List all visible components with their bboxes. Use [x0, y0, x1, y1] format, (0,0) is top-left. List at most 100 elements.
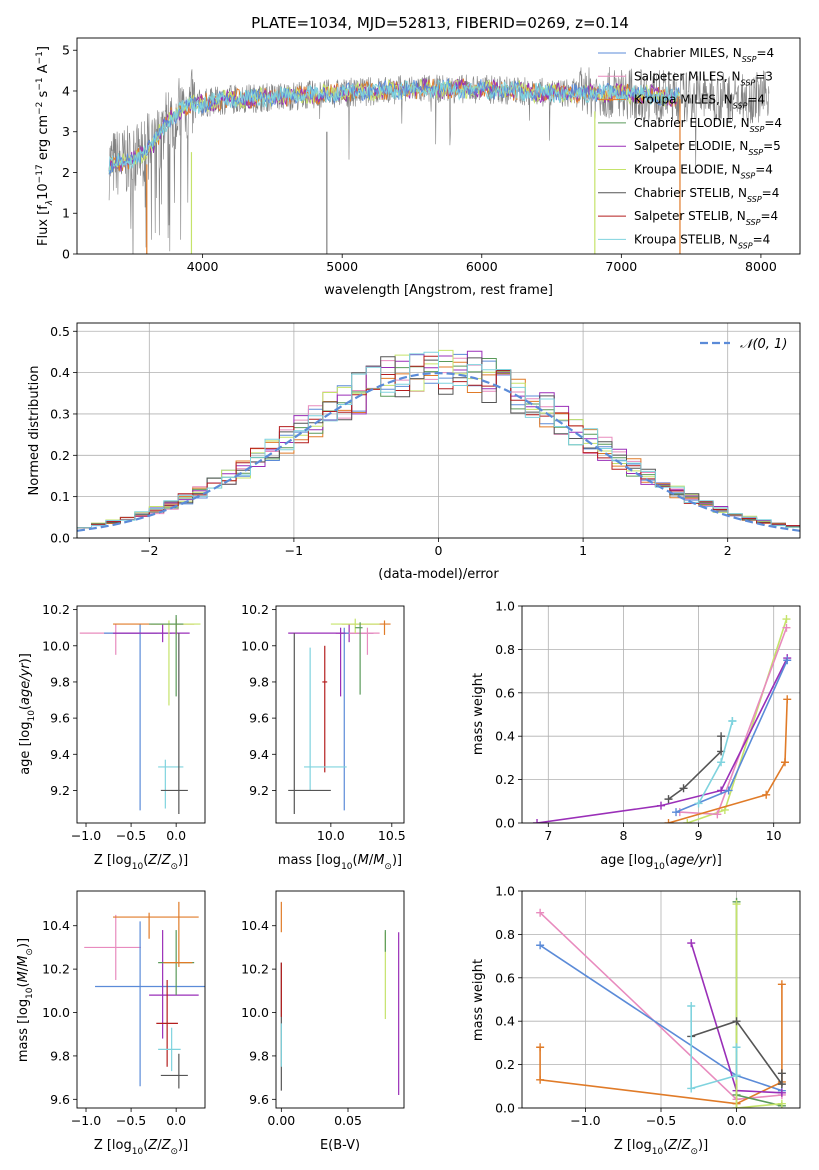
axes-frame	[521, 890, 801, 1109]
axes-mass_weight_vs_z: −1.0 −0.5 0.0 0.0 0.2 0.4 0.6 0.8 1.0 Z [log10(Z/…	[471, 884, 801, 1157]
plot-area	[280, 901, 400, 1095]
y-tick-label: 0	[62, 247, 70, 262]
axes-mass_weight_vs_age: 7 8 9 10 0.0 0.2 0.4 0.6 0.8 1.0 age [log10(age/yr…	[471, 599, 801, 872]
weight-point	[687, 939, 696, 948]
x-axis-label: wavelength [Angstrom, rest frame]	[324, 283, 553, 298]
y-tick-label: 9.8	[249, 674, 269, 689]
y-tick-label: 10.2	[241, 962, 269, 977]
y-tick-label: 9.6	[249, 711, 269, 726]
weight-point	[536, 1075, 545, 1084]
legend-label: Salpeter MILES, NSSP=3	[634, 69, 773, 87]
x-tick-label: 4000	[187, 259, 219, 274]
weight-series	[690, 1006, 738, 1090]
y-tick-label: 0.4	[495, 1014, 515, 1029]
model-spectrum	[108, 79, 680, 173]
y-tick-label: 10.2	[42, 962, 70, 977]
y-tick-label: 0.4	[50, 365, 70, 380]
y-tick-label: 9.8	[50, 1048, 70, 1063]
x-tick-label: −0.5	[116, 1113, 146, 1128]
weight-series	[668, 699, 788, 823]
y-axis-label: age [log10(age/yr)]	[18, 653, 37, 775]
x-axis-label: E(B-V)	[320, 1138, 360, 1153]
x-tick-label: 1	[579, 543, 587, 558]
y-tick-label: 0.2	[495, 1057, 515, 1072]
y-tick-label: 10.0	[42, 1005, 70, 1020]
x-tick-label: 9	[695, 828, 703, 843]
y-tick-label: 10.4	[241, 918, 269, 933]
y-axis-label: mass weight	[471, 673, 486, 755]
weight-series	[690, 1020, 783, 1087]
plot-area	[288, 618, 391, 814]
weight-series	[735, 904, 782, 1108]
legend-label: Salpeter ELODIE, NSSP=5	[634, 139, 781, 157]
legend-label: 𝒩(0, 1)	[740, 337, 787, 352]
plot-area	[533, 615, 792, 823]
plot-area	[77, 349, 800, 538]
gaussian-curve	[77, 371, 800, 532]
y-tick-label: 3	[62, 124, 70, 139]
legend-label: Salpeter STELIB, NSSP=4	[634, 209, 778, 227]
weight-point	[672, 808, 681, 817]
y-tick-label: 0.8	[495, 642, 515, 657]
x-tick-label: −1	[285, 543, 303, 558]
weight-point	[777, 1099, 786, 1108]
y-tick-label: 10.4	[42, 918, 70, 933]
plot-area	[79, 615, 201, 814]
y-tick-label: 10.2	[42, 602, 70, 617]
legend-label: Chabrier STELIB, NSSP=4	[634, 186, 779, 204]
y-tick-label: 9.6	[249, 1092, 269, 1107]
y-tick-label: 1	[62, 206, 70, 221]
y-tick-label: 10.0	[241, 638, 269, 653]
weight-point	[717, 732, 726, 741]
weight-point	[732, 1017, 741, 1026]
axes-frame	[521, 605, 801, 824]
x-tick-label: 10.5	[378, 828, 406, 843]
y-tick-label: 0.2	[50, 448, 70, 463]
legend-label: Chabrier ELODIE, NSSP=4	[634, 116, 782, 133]
y-tick-label: 0.6	[495, 685, 515, 700]
x-tick-label: 8	[619, 828, 627, 843]
weight-series	[536, 657, 788, 823]
weight-point	[694, 799, 703, 808]
weight-point	[724, 786, 733, 795]
x-tick-label: −0.5	[116, 828, 146, 843]
weight-point	[536, 908, 545, 917]
figure-title: PLATE=1034, MJD=52813, FIBERID=0269, z=0…	[251, 14, 629, 32]
weight-point	[777, 1069, 786, 1078]
y-tick-label: 2	[62, 165, 70, 180]
y-tick-label: 10.0	[42, 638, 70, 653]
weight-point	[762, 790, 771, 799]
axes-frame	[275, 605, 405, 824]
x-axis-label: (data-model)/error	[378, 567, 499, 582]
weight-point	[732, 1104, 741, 1108]
y-tick-label: 4	[62, 83, 70, 98]
x-axis-label: age [log10(age/yr)]	[600, 853, 722, 872]
legend-label: Kroupa MILES, NSSP=4	[634, 93, 765, 111]
y-tick-label: 1.0	[495, 884, 515, 899]
weight-point	[783, 695, 792, 704]
y-tick-label: 5	[62, 43, 70, 58]
y-axis-label: mass [log10(M/M⊙)]	[16, 938, 35, 1062]
axes-frame	[76, 605, 206, 824]
weight-point	[687, 1002, 696, 1011]
y-tick-label: 0.0	[50, 531, 70, 546]
plot-area	[84, 901, 205, 1089]
weight-point	[777, 1080, 786, 1089]
y-axis-label: mass weight	[471, 959, 486, 1041]
y-tick-label: 0.2	[495, 772, 515, 787]
x-axis-label: Z [log10(Z/Z⊙)]	[94, 853, 188, 872]
x-axis-label: mass [log10(M/M⊙)]	[278, 853, 402, 872]
weight-point	[533, 819, 542, 823]
weight-point	[687, 1084, 696, 1093]
x-tick-label: 0.05	[334, 1113, 362, 1128]
x-tick-label: 0	[435, 543, 443, 558]
histogram-series	[77, 351, 800, 538]
y-tick-label: 0.4	[495, 729, 515, 744]
axes-mass_vs_z: −1.0 −0.5 0.0 9.6 9.8 10.0 10.2 10.4 Z [log10(Z/…	[16, 890, 206, 1157]
weight-point	[728, 717, 737, 726]
x-tick-label: 10.0	[317, 828, 345, 843]
y-tick-label: 9.4	[249, 747, 269, 762]
weight-point	[536, 941, 545, 950]
x-tick-label: −1.0	[71, 828, 101, 843]
y-tick-label: 0.0	[495, 1101, 515, 1116]
